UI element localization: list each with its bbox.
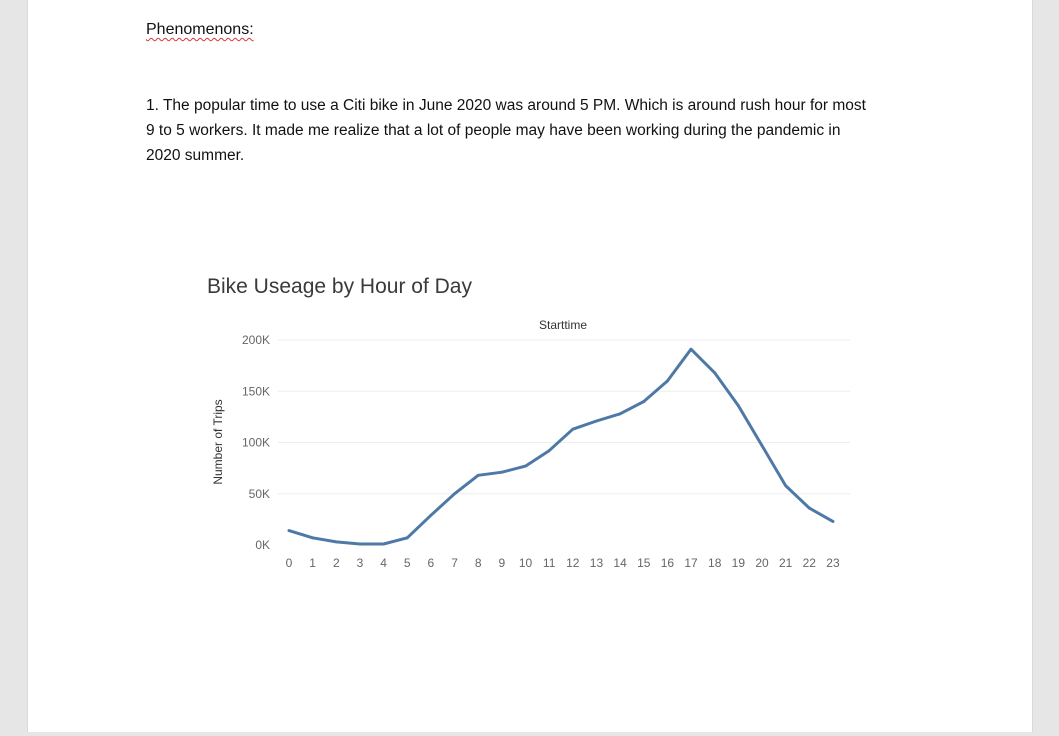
data-point (689, 347, 693, 351)
x-tick-label: 5 (404, 556, 411, 570)
x-tick-label: 23 (826, 556, 840, 570)
data-point (571, 427, 575, 431)
x-tick-label: 22 (803, 556, 817, 570)
data-point (358, 542, 362, 546)
x-tick-label: 7 (451, 556, 458, 570)
x-tick-label: 18 (708, 556, 722, 570)
data-point (784, 484, 788, 487)
x-tick-label: 4 (380, 556, 387, 570)
x-tick-label: 14 (613, 556, 627, 570)
x-tick-label: 17 (684, 556, 698, 570)
x-tick-label: 9 (499, 556, 506, 570)
x-tick-label: 10 (519, 556, 533, 570)
x-tick-label: 3 (357, 556, 364, 570)
x-tick-label: 0 (286, 556, 293, 570)
data-point (334, 540, 338, 544)
x-tick-label: 21 (779, 556, 793, 570)
y-tick-label: 50K (249, 487, 270, 501)
x-tick-label: 12 (566, 556, 580, 570)
data-point (453, 492, 456, 496)
data-point (287, 529, 291, 533)
chart-title: Bike Useage by Hour of Day (207, 275, 472, 298)
y-tick-label: 100K (242, 436, 270, 450)
data-point (713, 371, 717, 375)
data-point (807, 506, 811, 510)
x-tick-label: 13 (590, 556, 604, 570)
paragraph-line-1: 1. The popular time to use a Citi bike i… (146, 97, 866, 114)
data-point (595, 419, 598, 423)
x-tick-label: 1 (309, 556, 316, 570)
data-point (547, 449, 551, 453)
series-line (287, 347, 835, 546)
x-tick-label: 6 (428, 556, 435, 570)
x-tick-label: 16 (661, 556, 675, 570)
y-axis-title: Number of Trips (211, 399, 225, 484)
document-heading: Phenomenons: (146, 21, 254, 38)
paragraph-line-3: 2020 summer. (146, 147, 245, 164)
y-tick-label: 150K (242, 384, 270, 398)
x-tick-label: 15 (637, 556, 651, 570)
paragraph-line-2: 9 to 5 workers. It made me realize that … (146, 122, 841, 139)
data-point (429, 513, 433, 517)
chart-header-label: Starttime (539, 318, 587, 332)
data-point (405, 536, 409, 540)
data-point (666, 379, 669, 383)
y-tick-label: 0K (255, 538, 270, 552)
data-point (382, 542, 385, 546)
x-tick-label: 11 (543, 556, 556, 570)
y-tick-label: 200K (242, 333, 270, 347)
x-tick-label: 19 (732, 556, 746, 570)
data-point (311, 536, 315, 540)
data-point (618, 412, 622, 416)
document-page (27, 0, 1033, 732)
data-point (831, 520, 835, 523)
data-point (524, 464, 527, 468)
x-tick-label: 2 (333, 556, 340, 570)
x-tick-label: 8 (475, 556, 482, 570)
x-tick-label: 20 (755, 556, 769, 570)
data-point (500, 470, 504, 474)
data-point (476, 473, 480, 477)
data-point (736, 404, 740, 407)
data-point (642, 400, 646, 403)
document-paragraph: 1. The popular time to use a Citi bike i… (146, 93, 946, 168)
data-point (760, 444, 764, 447)
